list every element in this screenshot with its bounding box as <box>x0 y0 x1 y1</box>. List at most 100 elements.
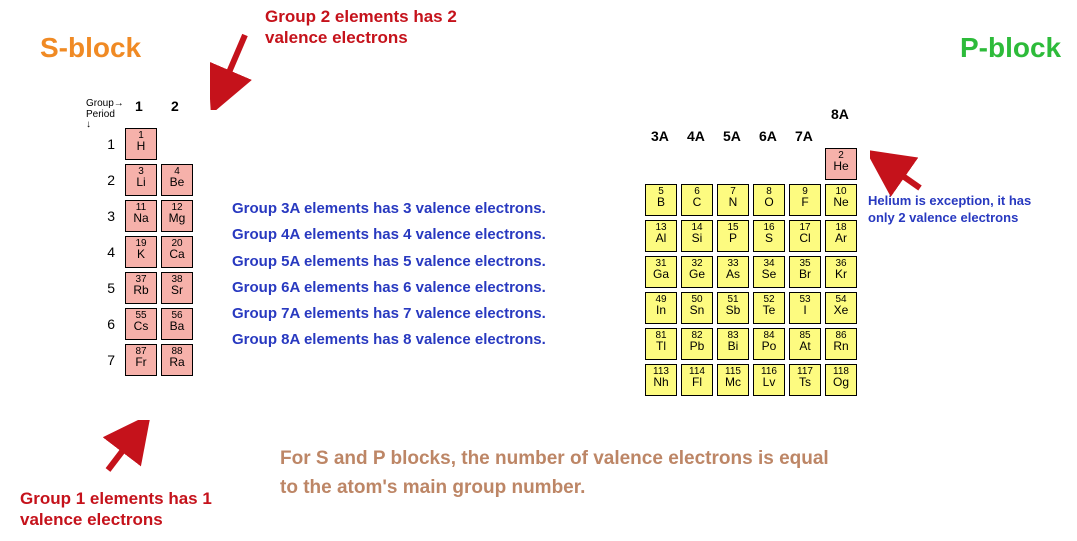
element-cell: 36Kr <box>825 256 857 288</box>
p-col-header: 6A <box>759 128 777 144</box>
element-cell: 38Sr <box>161 272 193 304</box>
p-col-header: 3A <box>651 128 669 144</box>
element-symbol: Ra <box>162 356 192 368</box>
element-cell: 51Sb <box>717 292 749 324</box>
element-symbol: Ge <box>682 268 712 280</box>
element-cell: 11Na <box>125 200 157 232</box>
valence-rules-list: Group 3A elements has 3 valence electron… <box>232 196 546 354</box>
element-cell: 5B <box>645 184 677 216</box>
period-number: 6 <box>101 316 115 332</box>
element-cell: 116Lv <box>753 364 785 396</box>
element-symbol: K <box>126 248 156 260</box>
element-symbol: He <box>826 160 856 172</box>
element-cell: 6C <box>681 184 713 216</box>
element-cell: 115Mc <box>717 364 749 396</box>
period-number: 3 <box>101 208 115 224</box>
element-symbol: Al <box>646 232 676 244</box>
group1-callout: Group 1 elements has 1valence electrons <box>20 488 212 531</box>
element-cell: 37Rb <box>125 272 157 304</box>
element-cell: 85At <box>789 328 821 360</box>
element-cell: 33As <box>717 256 749 288</box>
helium-callout: Helium is exception, it hasonly 2 valenc… <box>868 193 1031 227</box>
element-cell: 17Cl <box>789 220 821 252</box>
arrow-group2 <box>210 30 260 110</box>
element-cell: 10Ne <box>825 184 857 216</box>
element-symbol: Pb <box>682 340 712 352</box>
p-block-title: P-block <box>960 32 1061 64</box>
element-cell: 118Og <box>825 364 857 396</box>
element-cell: 31Ga <box>645 256 677 288</box>
element-symbol: Sn <box>682 304 712 316</box>
valence-rule-line: Group 6A elements has 6 valence electron… <box>232 275 546 301</box>
p-col-header: 5A <box>723 128 741 144</box>
element-cell: 32Ge <box>681 256 713 288</box>
valence-rule-line: Group 5A elements has 5 valence electron… <box>232 249 546 275</box>
period-number: 5 <box>101 280 115 296</box>
element-symbol: Lv <box>754 376 784 388</box>
element-cell: 3Li <box>125 164 157 196</box>
element-cell: 7N <box>717 184 749 216</box>
element-symbol: Te <box>754 304 784 316</box>
element-symbol: Kr <box>826 268 856 280</box>
element-cell: 117Ts <box>789 364 821 396</box>
element-symbol: Sb <box>718 304 748 316</box>
element-symbol: Fl <box>682 376 712 388</box>
element-cell: 56Ba <box>161 308 193 340</box>
s-block-title: S-block <box>40 32 141 64</box>
element-cell: 19K <box>125 236 157 268</box>
element-symbol: H <box>126 140 156 152</box>
element-symbol: S <box>754 232 784 244</box>
element-symbol: Cl <box>790 232 820 244</box>
element-cell: 53I <box>789 292 821 324</box>
element-cell: 88Ra <box>161 344 193 376</box>
p-col-header: 4A <box>687 128 705 144</box>
element-symbol: At <box>790 340 820 352</box>
period-number: 1 <box>101 136 115 152</box>
arrow-down-icon: ↓ <box>86 119 91 130</box>
element-cell: 83Bi <box>717 328 749 360</box>
element-symbol: In <box>646 304 676 316</box>
element-cell: 4Be <box>161 164 193 196</box>
element-symbol: C <box>682 196 712 208</box>
period-number: 2 <box>101 172 115 188</box>
element-cell: 55Cs <box>125 308 157 340</box>
p-col-header: 8A <box>831 106 849 122</box>
valence-rule-line: Group 7A elements has 7 valence electron… <box>232 301 546 327</box>
element-cell: 20Ca <box>161 236 193 268</box>
element-symbol: Na <box>126 212 156 224</box>
s-col-header: 1 <box>135 98 143 114</box>
element-symbol: Og <box>826 376 856 388</box>
element-cell: 14Si <box>681 220 713 252</box>
element-cell: 84Po <box>753 328 785 360</box>
bottom-note: For S and P blocks, the number of valenc… <box>280 445 829 502</box>
element-symbol: Br <box>790 268 820 280</box>
element-cell: 1H <box>125 128 157 160</box>
element-symbol: F <box>790 196 820 208</box>
element-cell: 49In <box>645 292 677 324</box>
group-label: Group→ <box>86 99 124 109</box>
element-symbol: Ba <box>162 320 192 332</box>
arrow-group1 <box>98 420 158 480</box>
element-cell: 82Pb <box>681 328 713 360</box>
group2-callout: Group 2 elements has 2valence electrons <box>265 6 457 49</box>
element-cell: 35Br <box>789 256 821 288</box>
element-symbol: I <box>790 304 820 316</box>
element-symbol: Tl <box>646 340 676 352</box>
element-symbol: Xe <box>826 304 856 316</box>
element-cell: 8O <box>753 184 785 216</box>
element-symbol: Rn <box>826 340 856 352</box>
element-symbol: Li <box>126 176 156 188</box>
element-cell: 13Al <box>645 220 677 252</box>
element-cell: 18Ar <box>825 220 857 252</box>
element-symbol: Be <box>162 176 192 188</box>
element-cell: 87Fr <box>125 344 157 376</box>
element-symbol: As <box>718 268 748 280</box>
element-symbol: Rb <box>126 284 156 296</box>
element-symbol: P <box>718 232 748 244</box>
arrow-helium <box>870 148 930 198</box>
period-number: 7 <box>101 352 115 368</box>
element-cell: 9F <box>789 184 821 216</box>
p-col-header: 7A <box>795 128 813 144</box>
element-symbol: Ne <box>826 196 856 208</box>
element-cell: 114Fl <box>681 364 713 396</box>
